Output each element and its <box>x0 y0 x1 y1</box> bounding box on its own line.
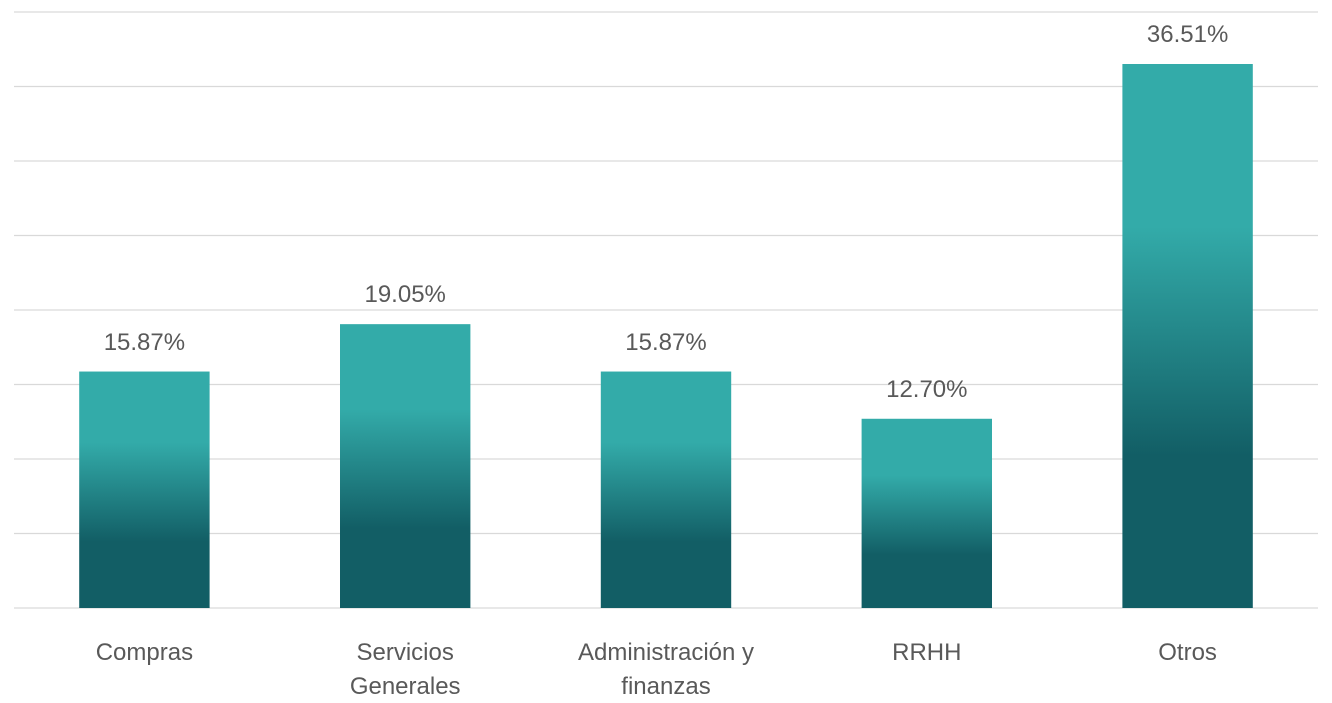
bar <box>340 324 471 608</box>
x-tick-label: Servicios Generales <box>349 639 461 700</box>
bar <box>600 371 732 608</box>
x-tick-label: RRHH <box>892 639 962 666</box>
x-tick-label: Otros <box>1158 639 1217 666</box>
value-label: 19.05% <box>364 281 446 309</box>
value-label: 12.70% <box>886 375 968 403</box>
value-label: 15.87% <box>103 328 186 356</box>
x-tick-label: Administración y finanzas <box>577 639 755 700</box>
bar <box>79 371 210 608</box>
bar <box>1122 64 1253 609</box>
value-label: 15.87% <box>625 328 707 356</box>
bar <box>861 418 992 608</box>
x-tick-label: Compras <box>95 639 194 666</box>
value-label: 36.51% <box>1146 21 1229 48</box>
